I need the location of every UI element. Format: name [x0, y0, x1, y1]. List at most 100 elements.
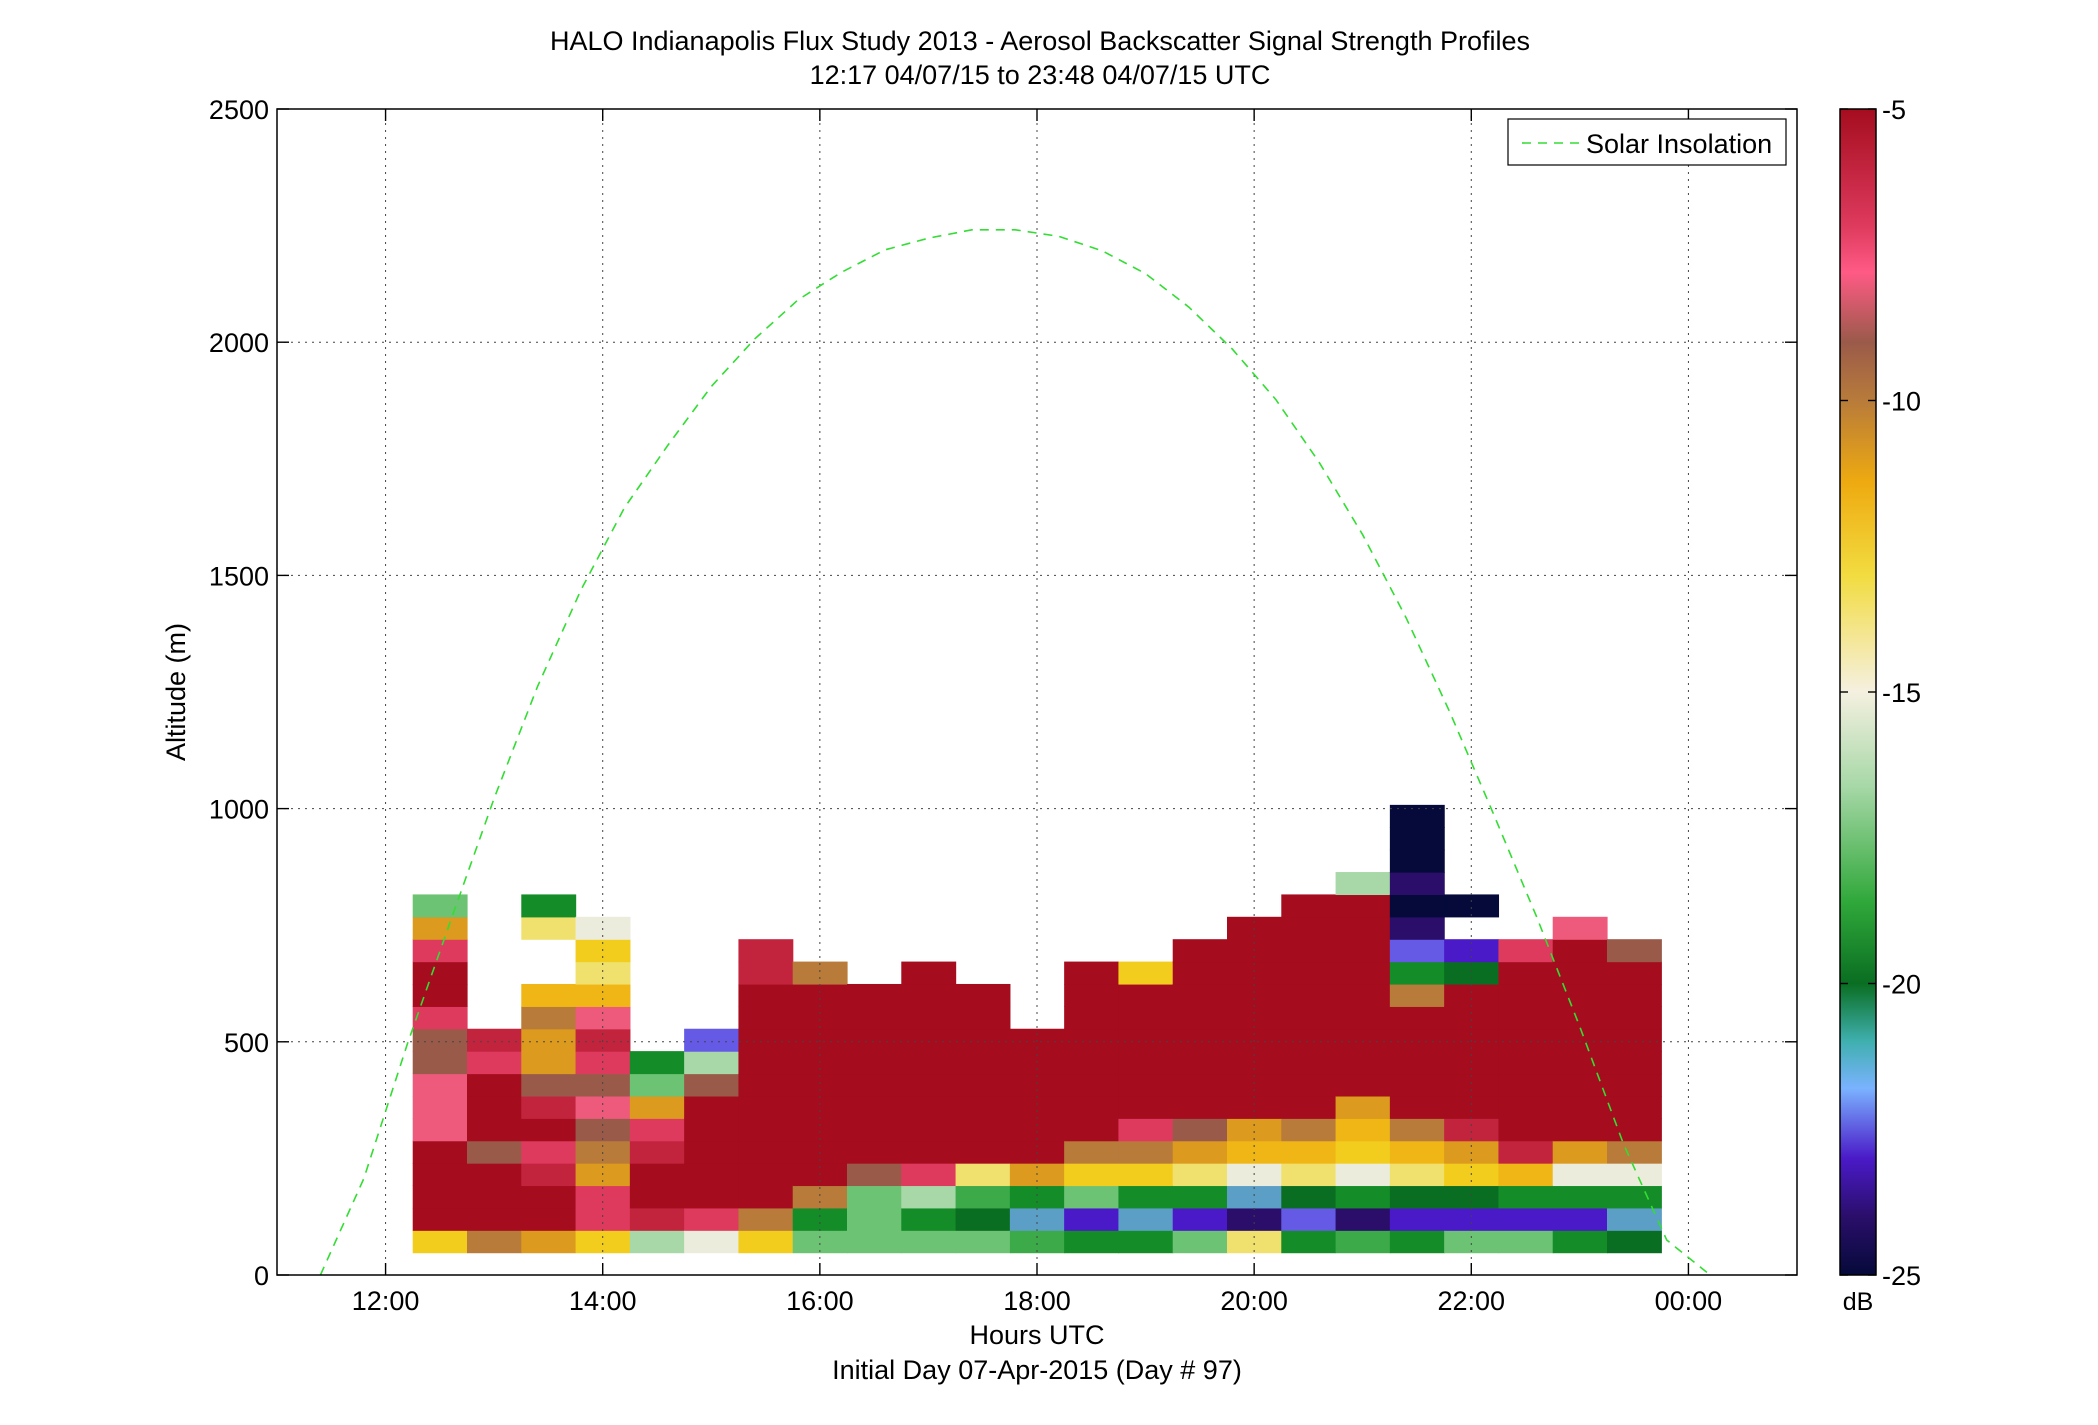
heatmap-cell — [1172, 1163, 1228, 1187]
heatmap-cell — [629, 1118, 685, 1142]
heatmap-cell — [521, 916, 577, 940]
heatmap-cell — [1552, 1073, 1608, 1097]
y-tick-label: 1000 — [209, 795, 269, 825]
heatmap-cell — [1118, 1163, 1174, 1187]
heatmap-cell — [1498, 1207, 1554, 1231]
heatmap-cell — [1281, 1207, 1337, 1231]
heatmap-cell — [1227, 1230, 1282, 1254]
heatmap-cell — [1281, 1163, 1337, 1187]
heatmap-cell — [792, 1118, 848, 1142]
heatmap-cell — [901, 1140, 957, 1164]
y-axis-label: Altitude (m) — [161, 623, 191, 761]
heatmap-cell — [1281, 1118, 1337, 1142]
heatmap-cell — [1552, 1207, 1608, 1231]
heatmap-cell — [684, 1140, 740, 1164]
heatmap-cell — [1444, 1230, 1500, 1254]
heatmap-cell — [1389, 939, 1445, 963]
heatmap-cell — [629, 1051, 685, 1075]
heatmap-cell — [1335, 916, 1391, 940]
heatmap-cell — [901, 1073, 957, 1097]
heatmap-cell — [629, 1073, 685, 1097]
x-tick-label: 00:00 — [1655, 1286, 1723, 1316]
heatmap-cell — [1172, 1073, 1228, 1097]
heatmap-cell — [1172, 939, 1228, 963]
heatmap-cell — [521, 983, 577, 1007]
heatmap-cell — [901, 1028, 957, 1052]
x-tick-label: 20:00 — [1220, 1286, 1288, 1316]
heatmap-cell — [738, 983, 794, 1007]
heatmap-cell — [1552, 1051, 1608, 1075]
heatmap-cell — [1389, 1006, 1445, 1030]
heatmap-cell — [575, 983, 631, 1007]
heatmap-cell — [1607, 1207, 1662, 1231]
heatmap-cell — [1227, 1073, 1282, 1097]
heatmap-cell — [1389, 916, 1445, 940]
heatmap-cell — [1335, 1140, 1391, 1164]
heatmap-cell — [955, 1207, 1011, 1231]
heatmap-cell — [901, 1051, 957, 1075]
heatmap-cell — [1607, 1051, 1662, 1075]
heatmap-cell — [1607, 939, 1662, 963]
heatmap-cell — [412, 1185, 468, 1209]
heatmap-cell — [1281, 939, 1337, 963]
heatmap-cell — [738, 1095, 794, 1119]
heatmap-cell — [1335, 983, 1391, 1007]
heatmap-cell — [1281, 1028, 1337, 1052]
heatmap-cell — [738, 961, 794, 985]
heatmap-cell — [847, 1163, 902, 1187]
heatmap-cell — [412, 1073, 468, 1097]
heatmap-cell — [738, 1028, 794, 1052]
heatmap-cell — [1552, 983, 1608, 1007]
heatmap-cell — [901, 1095, 957, 1119]
heatmap-cell — [1552, 1006, 1608, 1030]
heatmap-cell — [1498, 983, 1554, 1007]
legend-box — [1507, 118, 1787, 166]
heatmap-cell — [1009, 1230, 1065, 1254]
heatmap-cell — [521, 1051, 577, 1075]
heatmap-cell — [1335, 1185, 1391, 1209]
heatmap-cell — [684, 1207, 740, 1231]
heatmap-cell — [1389, 961, 1445, 985]
heatmap-cell — [684, 1118, 740, 1142]
heatmap-cell — [467, 1230, 522, 1254]
legend-entry-solar: Solar Insolation — [1586, 129, 1772, 159]
heatmap-cell — [955, 1051, 1011, 1075]
colorbar-tick-label: -25 — [1882, 1261, 1921, 1291]
heatmap-cell — [1064, 1095, 1120, 1119]
y-tick-label: 1500 — [209, 561, 269, 591]
heatmap-cell — [1389, 1185, 1445, 1209]
heatmap-cell — [792, 1230, 848, 1254]
heatmap-cell — [1118, 1185, 1174, 1209]
heatmap-cell — [629, 1140, 685, 1164]
heatmap-cell — [1389, 1073, 1445, 1097]
heatmap-cell — [1444, 961, 1500, 985]
heatmap-cell — [1444, 1006, 1500, 1030]
heatmap-cell — [955, 983, 1011, 1007]
heatmap-cell — [467, 1140, 522, 1164]
heatmap-cell — [1498, 1028, 1554, 1052]
heatmap-cell — [901, 1185, 957, 1209]
heatmap-cell — [955, 1095, 1011, 1119]
heatmap-cell — [575, 1118, 631, 1142]
colorbar-tick-label: -20 — [1882, 970, 1921, 1000]
heatmap-cell — [1118, 1006, 1174, 1030]
heatmap-cell — [521, 1118, 577, 1142]
heatmap-cell — [1389, 1051, 1445, 1075]
heatmap-cell — [792, 1006, 848, 1030]
heatmap-cell — [1335, 894, 1391, 918]
heatmap-cell — [1064, 1028, 1120, 1052]
heatmap-cell — [847, 1207, 902, 1231]
heatmap-cell — [901, 1118, 957, 1142]
solar-insolation-line — [319, 229, 1711, 1276]
heatmap-cell — [1607, 1028, 1662, 1052]
heatmap-cell — [1172, 1095, 1228, 1119]
heatmap-cell — [738, 1006, 794, 1030]
heatmap-cell — [1009, 1073, 1065, 1097]
heatmap-cell — [1498, 1185, 1554, 1209]
heatmap-cell — [847, 1230, 902, 1254]
heatmap-cell — [1607, 1163, 1662, 1187]
heatmap-cell — [1335, 1230, 1391, 1254]
heatmap-cell — [521, 1207, 577, 1231]
colorbar-tick-label: -5 — [1882, 95, 1906, 125]
